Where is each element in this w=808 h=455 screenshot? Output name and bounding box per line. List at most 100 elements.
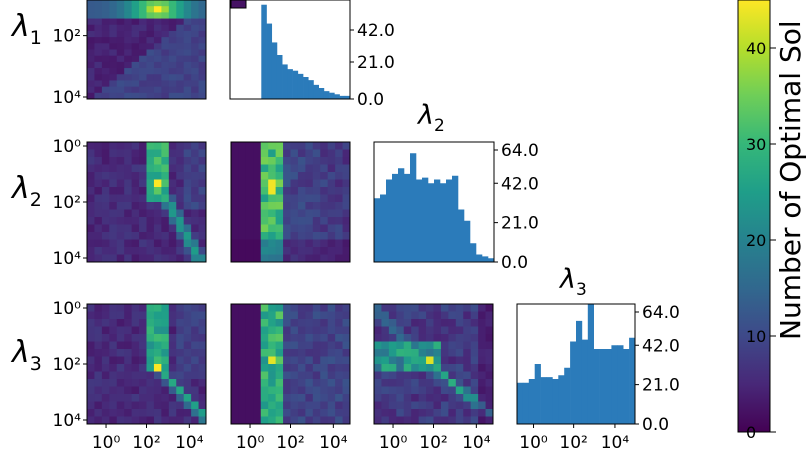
heatmap-cell [327, 157, 336, 165]
heatmap-cell [455, 409, 464, 417]
heatmap-cell [231, 416, 239, 425]
heatmap-cell [94, 364, 103, 372]
heatmap-cell [116, 254, 125, 263]
heatmap-cell [131, 217, 140, 225]
heatmap-cell [146, 319, 155, 327]
heatmap-cell [198, 349, 207, 357]
heatmap-cell [94, 326, 103, 335]
y-tick-label: 0.0 [642, 415, 669, 435]
heatmap-cell [87, 24, 95, 32]
heatmap-cell [297, 247, 306, 255]
heatmap-cell [131, 334, 140, 342]
heatmap-cell [342, 172, 351, 180]
heatmap-cell [275, 232, 284, 240]
heatmap-cell [253, 224, 262, 233]
heatmap-cell [245, 341, 254, 350]
axes-frame [373, 141, 495, 263]
heatmap-cell [101, 55, 110, 63]
y-tick-label: 10⁴ [53, 249, 82, 269]
heatmap-cell [455, 319, 464, 327]
heatmap-cell [463, 371, 472, 380]
heatmap-cell [94, 49, 103, 57]
heatmap-cell [109, 12, 118, 19]
heatmap-cell [168, 217, 177, 225]
heatmap-cell [153, 12, 162, 19]
heat-r2-c2 [373, 303, 494, 425]
heatmap-cell [463, 304, 472, 312]
heatmap-cell [168, 224, 177, 233]
heatmap-cell [260, 379, 269, 387]
heatmap-cell [463, 401, 472, 410]
heatmap-cell [290, 304, 299, 312]
heatmap-cell [176, 401, 185, 410]
heatmap-cell [231, 149, 239, 158]
heatmap-cell [275, 157, 284, 165]
heatmap-cell [161, 74, 170, 81]
heatmap-cell [139, 386, 147, 395]
heatmap-cell [101, 37, 110, 44]
heatmap-cell [131, 356, 140, 365]
heatmap-cell [485, 379, 494, 387]
colorbar-tick-label: 0 [746, 423, 756, 442]
hist-bar [292, 70, 299, 99]
heatmap-cell [153, 379, 162, 387]
heatmap-cell [418, 304, 427, 312]
heatmap-cell [231, 334, 239, 342]
heatmap-cell [381, 319, 390, 327]
heatmap-cell [245, 311, 254, 320]
heatmap-cell [448, 304, 457, 312]
heatmap-cell [327, 172, 336, 180]
heatmap-cell [320, 379, 329, 387]
heatmap-cell [448, 416, 457, 425]
heatmap-cell [283, 172, 291, 180]
heatmap-cell [478, 349, 486, 357]
heatmap-cell [260, 304, 269, 312]
heatmap-cell [312, 179, 321, 188]
hist-bar [611, 345, 618, 424]
heatmap-cell [176, 371, 185, 380]
heatmap-cell [109, 379, 118, 387]
heatmap-cell [455, 394, 464, 402]
heatmap-cell [245, 319, 254, 327]
heatmap-cell [312, 356, 321, 365]
heatmap-cell [191, 157, 199, 165]
heatmap-cell [411, 341, 420, 350]
heatmap-cell [231, 164, 239, 173]
heatmap-cell [101, 341, 110, 350]
heatmap-cell [275, 401, 284, 410]
heatmap-cell [238, 232, 247, 240]
heatmap-cell [275, 202, 284, 210]
heatmap-cell [153, 37, 162, 44]
heatmap-cell [327, 142, 336, 150]
heatmap-cell [139, 401, 147, 410]
heatmap-cell [94, 319, 103, 327]
heatmap-cell [268, 187, 277, 195]
heatmap-cell [440, 386, 449, 395]
heatmap-cell [109, 247, 118, 255]
heatmap-cell [94, 194, 103, 203]
heatmap-cell [396, 364, 405, 372]
hist-bar [276, 55, 283, 99]
heatmap-cell [101, 92, 110, 100]
heatmap-cell [124, 341, 133, 350]
heatmap-cell [327, 202, 336, 210]
heatmap-cell [176, 334, 185, 342]
heatmap-cell [124, 217, 133, 225]
heatmap-cell [101, 224, 110, 233]
heatmap-cell [305, 149, 314, 158]
heatmap-cell [168, 247, 177, 255]
heatmap-cell [87, 409, 95, 417]
heatmap-cell [290, 142, 299, 150]
heatmap-cell [478, 409, 486, 417]
hist-bar [380, 194, 387, 262]
heatmap-cell [146, 371, 155, 380]
heatmap-cell [335, 386, 343, 395]
heatmap-cell [297, 217, 306, 225]
heatmap-cell [198, 394, 207, 402]
heatmap-cell [238, 379, 247, 387]
hist-bar [271, 42, 278, 99]
heatmap-cell [426, 379, 434, 387]
heatmap-cell [231, 401, 239, 410]
heatmap-cell [440, 319, 449, 327]
heatmap-cell [168, 142, 177, 150]
